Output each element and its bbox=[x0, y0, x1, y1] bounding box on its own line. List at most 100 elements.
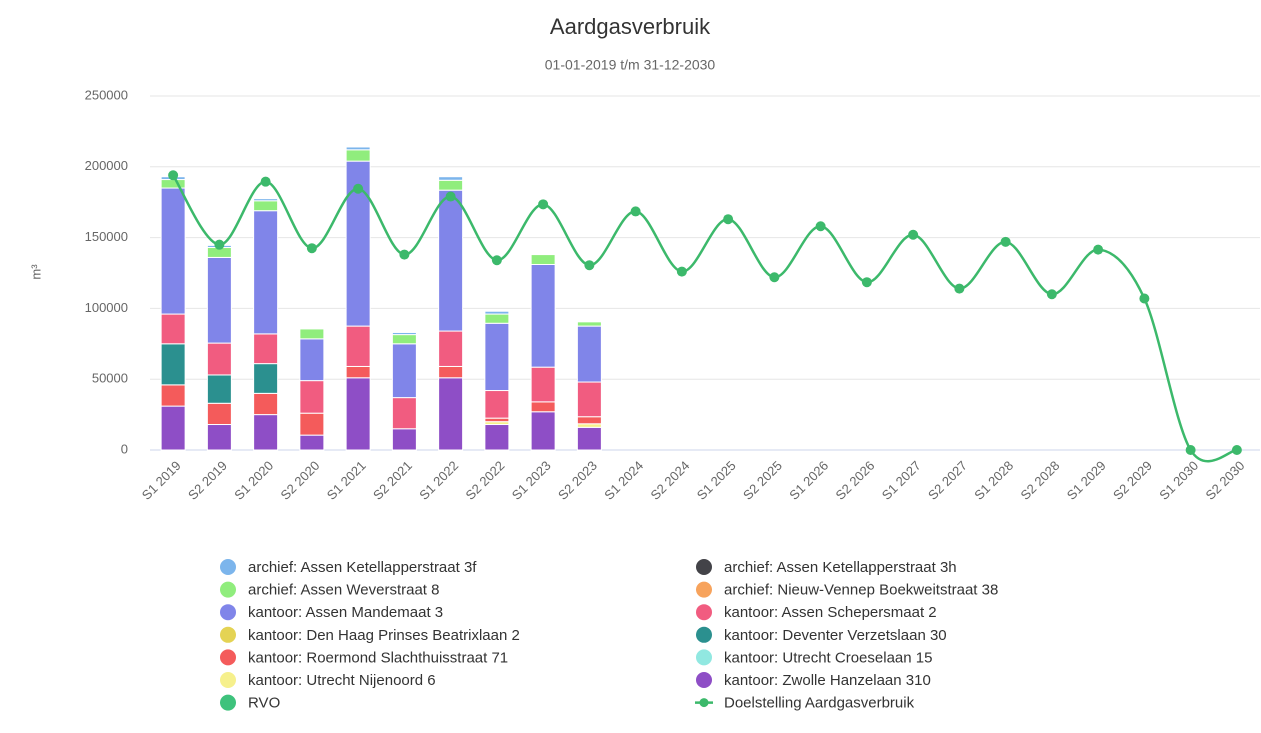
target-line bbox=[172, 174, 1238, 463]
bar-segment bbox=[484, 322, 510, 392]
legend-marker bbox=[220, 559, 236, 575]
legend-label: kantoor: Den Haag Prinses Beatrixlaan 2 bbox=[248, 627, 520, 644]
bar-segment bbox=[530, 264, 556, 368]
legend-marker bbox=[220, 649, 236, 666]
line-marker bbox=[538, 199, 549, 210]
bar-segment bbox=[253, 392, 279, 416]
bar-segment bbox=[484, 424, 510, 451]
line-marker bbox=[214, 239, 225, 250]
line-marker bbox=[260, 176, 271, 187]
x-tick-label: S2 2028 bbox=[1018, 458, 1063, 503]
line-marker bbox=[445, 191, 456, 202]
bar-segment bbox=[576, 426, 602, 451]
y-tick-label: 0 bbox=[121, 441, 128, 456]
legend-marker bbox=[699, 698, 709, 708]
legend-marker bbox=[696, 672, 712, 688]
bar-segment bbox=[391, 397, 417, 430]
x-tick-label: S1 2021 bbox=[324, 458, 369, 503]
legend-label: RVO bbox=[248, 695, 280, 712]
bar-segment bbox=[345, 146, 371, 151]
y-tick-label: 150000 bbox=[85, 229, 128, 244]
line-marker bbox=[676, 266, 687, 277]
bar-segment bbox=[253, 414, 279, 451]
x-tick-label: S1 2022 bbox=[416, 458, 461, 503]
line-marker bbox=[584, 260, 595, 271]
legend-marker bbox=[696, 559, 712, 575]
bar-segment bbox=[206, 402, 232, 426]
bar-segment bbox=[253, 363, 279, 394]
bar-segment bbox=[160, 405, 186, 451]
bar-segment bbox=[253, 210, 279, 335]
bar-segment bbox=[530, 254, 556, 266]
legend-label: Doelstelling Aardgasverbruik bbox=[724, 695, 915, 712]
bar-segment bbox=[438, 179, 464, 191]
bar-segment bbox=[530, 401, 556, 413]
y-tick-label: 100000 bbox=[85, 300, 128, 315]
bar-segment bbox=[299, 338, 325, 382]
legend-label: archief: Nieuw-Vennep Boekweitstraat 38 bbox=[724, 582, 998, 599]
legend-marker bbox=[220, 604, 236, 621]
x-tick-label: S1 2028 bbox=[971, 458, 1016, 503]
bar-segment bbox=[391, 334, 417, 345]
line-marker bbox=[861, 277, 872, 288]
y-tick-label: 50000 bbox=[92, 371, 128, 386]
line-marker bbox=[1046, 289, 1057, 300]
x-tick-label: S2 2026 bbox=[833, 458, 878, 503]
legend-label: kantoor: Assen Schepersmaat 2 bbox=[724, 604, 937, 621]
line-marker bbox=[815, 221, 826, 232]
bar-segment bbox=[253, 200, 279, 212]
x-tick-label: S2 2023 bbox=[555, 458, 600, 503]
x-tick-label: S1 2019 bbox=[139, 458, 184, 503]
x-tick-label: S1 2029 bbox=[1064, 458, 1109, 503]
legend-label: kantoor: Assen Mandemaat 3 bbox=[248, 604, 443, 621]
y-tick-label: 200000 bbox=[85, 158, 128, 173]
legend-label: kantoor: Deventer Verzetslaan 30 bbox=[724, 627, 947, 644]
legend-marker bbox=[696, 604, 712, 621]
bar-segment bbox=[438, 176, 464, 181]
bar-segment bbox=[576, 381, 602, 418]
y-tick-label: 250000 bbox=[85, 87, 128, 102]
bar-segment bbox=[299, 328, 325, 340]
bar-segment bbox=[206, 374, 232, 404]
x-tick-label: S1 2026 bbox=[786, 458, 831, 503]
legend-label: archief: Assen Weverstraat 8 bbox=[248, 582, 439, 599]
bar-segment bbox=[345, 325, 371, 367]
bar-segment bbox=[160, 187, 186, 315]
line-marker bbox=[1231, 445, 1242, 455]
bar-segment bbox=[345, 149, 371, 162]
bar-segment bbox=[253, 333, 279, 365]
bar-segment bbox=[438, 189, 464, 332]
bar-segment bbox=[438, 365, 464, 379]
legend-marker bbox=[696, 581, 712, 598]
line-marker bbox=[1139, 293, 1150, 304]
line-marker bbox=[908, 229, 919, 240]
bar-segment bbox=[530, 411, 556, 451]
bar-segment bbox=[206, 342, 232, 376]
bar-segment bbox=[253, 198, 279, 202]
bar-segment bbox=[438, 377, 464, 451]
x-tick-label: S2 2030 bbox=[1203, 458, 1248, 503]
bar-segment bbox=[576, 423, 602, 428]
legend-marker bbox=[220, 694, 236, 711]
chart-subtitle: 01-01-2019 t/m 31-12-2030 bbox=[545, 57, 716, 73]
legend-label: kantoor: Zwolle Hanzelaan 310 bbox=[724, 672, 931, 689]
bar-segment bbox=[484, 313, 510, 324]
line-marker bbox=[1093, 244, 1104, 255]
line-marker bbox=[306, 243, 317, 254]
x-tick-label: S2 2020 bbox=[278, 458, 323, 503]
bar-segment bbox=[484, 417, 510, 423]
bar-segment bbox=[345, 377, 371, 451]
x-tick-label: S2 2029 bbox=[1110, 458, 1155, 503]
line-marker bbox=[954, 283, 965, 294]
x-tick-label: S2 2025 bbox=[740, 458, 785, 503]
x-tick-label: S2 2022 bbox=[463, 458, 508, 503]
line-marker bbox=[353, 183, 364, 194]
line-marker bbox=[399, 249, 410, 260]
x-tick-label: S1 2030 bbox=[1156, 458, 1201, 503]
line-marker bbox=[168, 170, 179, 181]
legend-marker bbox=[220, 672, 236, 688]
bar-segment bbox=[299, 434, 325, 451]
bar-segment bbox=[530, 366, 556, 403]
bar-segment bbox=[299, 412, 325, 436]
